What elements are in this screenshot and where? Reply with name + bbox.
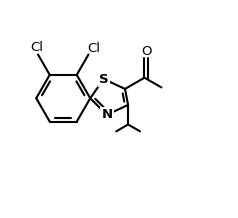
Text: O: O — [141, 45, 151, 58]
Text: Cl: Cl — [87, 42, 100, 55]
Text: S: S — [99, 73, 109, 85]
Text: Cl: Cl — [30, 41, 44, 54]
Text: N: N — [101, 108, 112, 121]
